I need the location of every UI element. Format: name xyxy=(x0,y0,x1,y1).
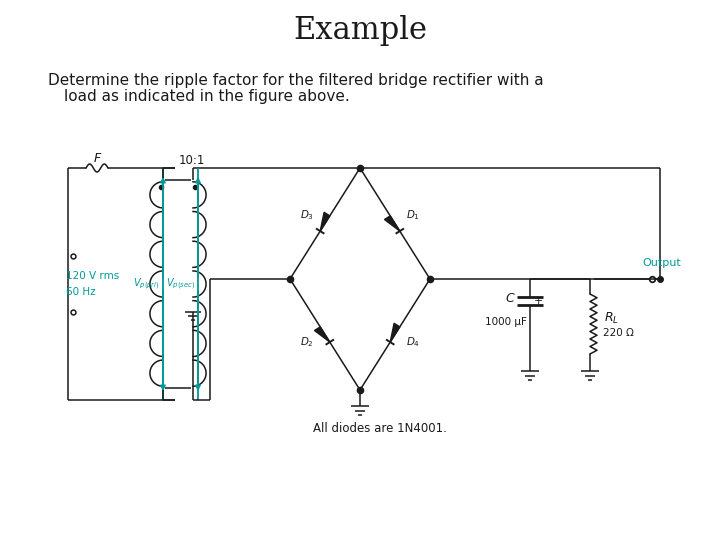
Text: Output: Output xyxy=(643,258,681,268)
Text: $D_2$: $D_2$ xyxy=(300,335,314,349)
Polygon shape xyxy=(315,327,330,342)
Text: +: + xyxy=(534,296,544,306)
Text: $D_4$: $D_4$ xyxy=(406,335,420,349)
Text: 60 Hz: 60 Hz xyxy=(66,287,96,297)
Text: Determine the ripple factor for the filtered bridge rectifier with a: Determine the ripple factor for the filt… xyxy=(48,72,544,87)
Text: $R_L$: $R_L$ xyxy=(604,310,619,326)
Polygon shape xyxy=(320,212,330,231)
Polygon shape xyxy=(384,216,400,231)
Polygon shape xyxy=(390,323,400,342)
Text: $D_3$: $D_3$ xyxy=(300,208,314,222)
Text: 1000 μF: 1000 μF xyxy=(485,317,527,327)
Text: F: F xyxy=(94,152,101,165)
Text: $V_{p(pri)}$: $V_{p(pri)}$ xyxy=(133,276,160,292)
Text: All diodes are 1N4001.: All diodes are 1N4001. xyxy=(313,422,447,435)
Text: $V_{p(sec)}$: $V_{p(sec)}$ xyxy=(166,276,195,292)
Text: 220 Ω: 220 Ω xyxy=(603,328,634,338)
Text: C: C xyxy=(505,293,514,306)
Text: 120 V rms: 120 V rms xyxy=(66,271,120,281)
Text: Example: Example xyxy=(293,15,427,45)
Text: 10:1: 10:1 xyxy=(179,153,205,166)
Text: $D_1$: $D_1$ xyxy=(406,208,420,222)
Text: load as indicated in the figure above.: load as indicated in the figure above. xyxy=(64,90,350,105)
